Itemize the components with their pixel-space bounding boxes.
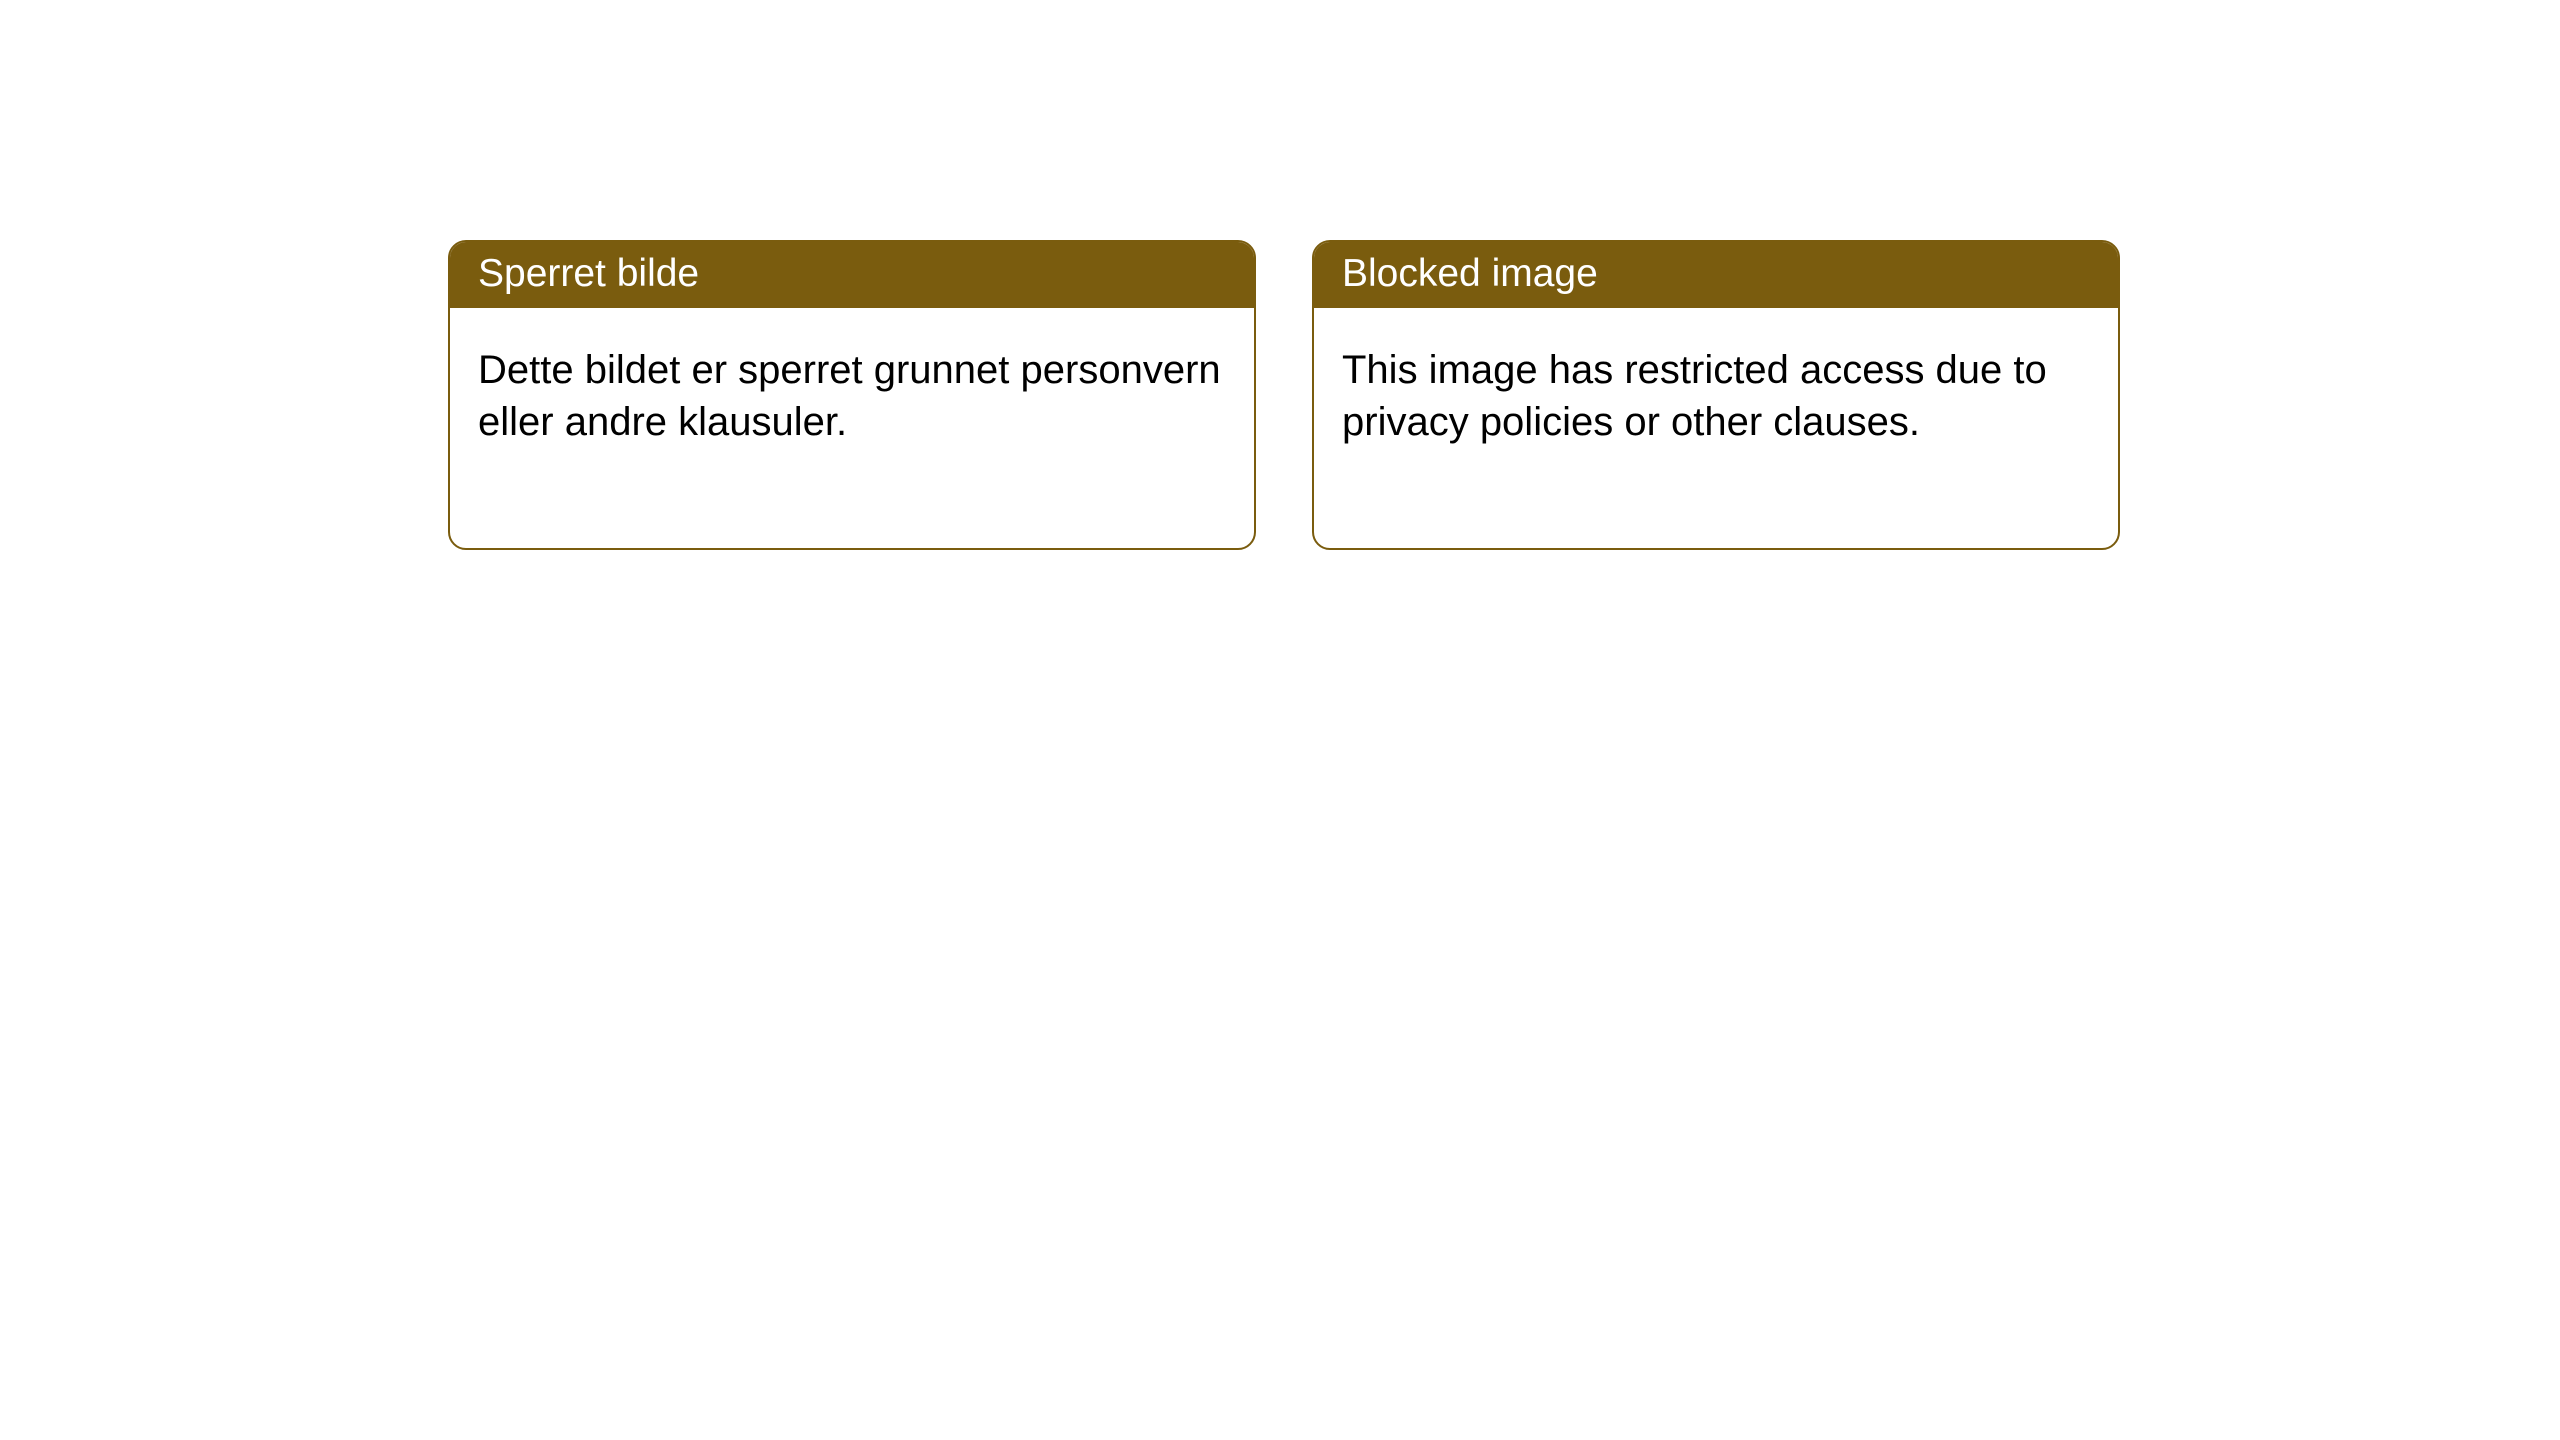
notice-body-text: Dette bildet er sperret grunnet personve… [478, 348, 1221, 444]
notice-body-text: This image has restricted access due to … [1342, 348, 2047, 444]
notice-card-body: This image has restricted access due to … [1314, 308, 2118, 548]
notice-card-norwegian: Sperret bilde Dette bildet er sperret gr… [448, 240, 1256, 550]
notice-card-body: Dette bildet er sperret grunnet personve… [450, 308, 1254, 548]
notice-title: Blocked image [1342, 252, 1598, 295]
notice-title: Sperret bilde [478, 252, 699, 295]
notice-card-header: Blocked image [1314, 242, 2118, 308]
notice-container: Sperret bilde Dette bildet er sperret gr… [0, 0, 2560, 550]
notice-card-english: Blocked image This image has restricted … [1312, 240, 2120, 550]
notice-card-header: Sperret bilde [450, 242, 1254, 308]
